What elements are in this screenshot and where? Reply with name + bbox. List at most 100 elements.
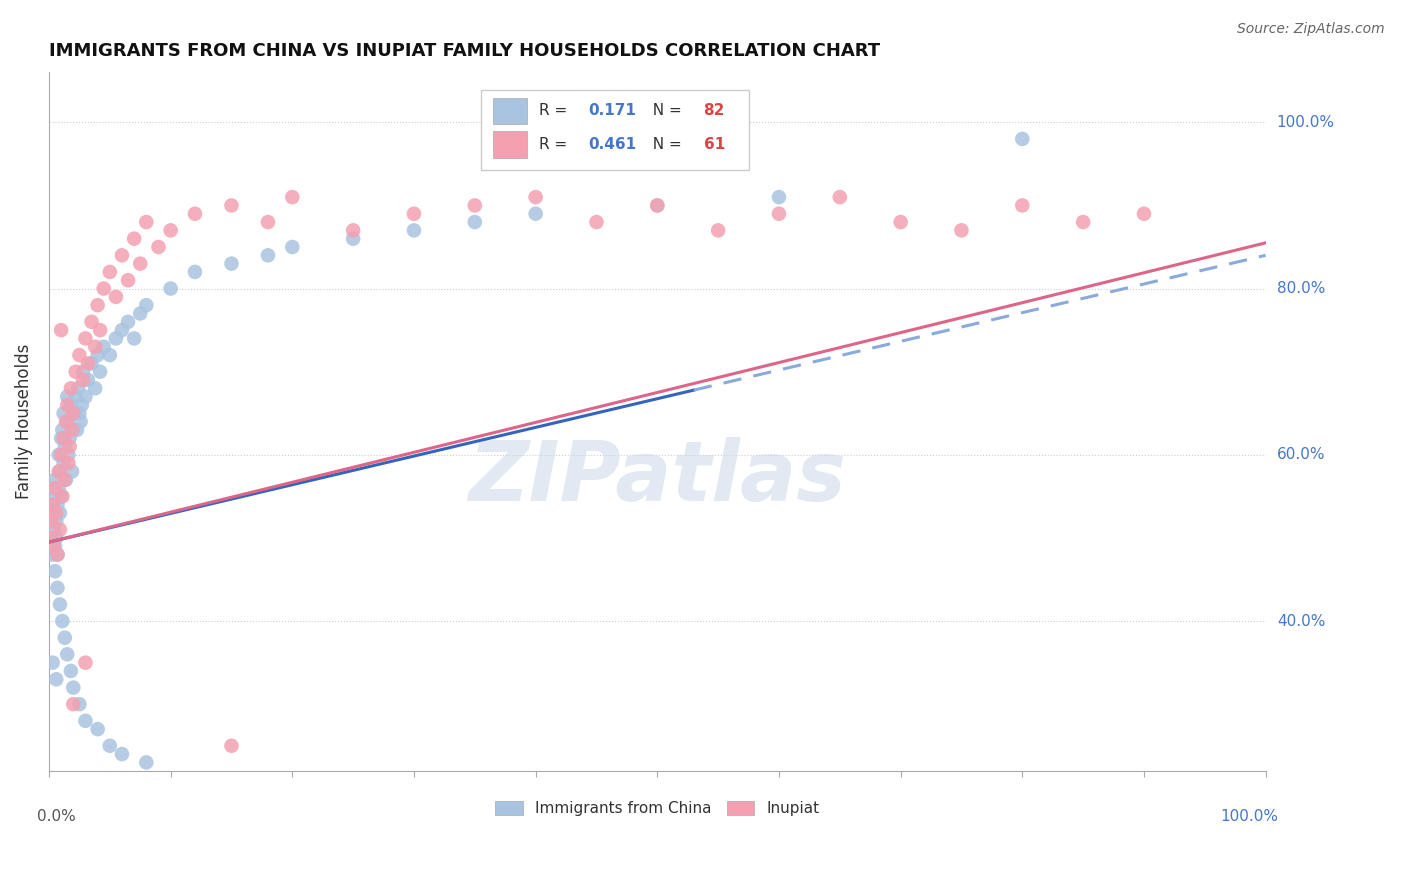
- Point: [707, 223, 730, 237]
- Point: [122, 331, 145, 345]
- Point: [828, 190, 851, 204]
- Point: [42, 523, 65, 537]
- Point: [524, 207, 547, 221]
- Point: [53, 631, 76, 645]
- Point: [768, 207, 790, 221]
- Point: [148, 240, 170, 254]
- Point: [111, 248, 134, 262]
- Point: [42, 506, 65, 520]
- Point: [184, 207, 207, 221]
- Point: [44, 473, 66, 487]
- Text: 0.0%: 0.0%: [37, 809, 76, 824]
- Text: 61: 61: [703, 136, 725, 152]
- Point: [56, 648, 79, 662]
- Point: [46, 548, 69, 562]
- Point: [41, 548, 63, 562]
- Point: [257, 248, 280, 262]
- Point: [52, 456, 75, 470]
- Point: [62, 423, 84, 437]
- Point: [111, 747, 134, 761]
- Point: [135, 298, 157, 312]
- Point: [62, 697, 84, 711]
- Point: [56, 390, 79, 404]
- Point: [221, 257, 243, 271]
- Point: [117, 273, 139, 287]
- Point: [52, 431, 75, 445]
- Text: 100.0%: 100.0%: [1220, 809, 1278, 824]
- Text: 60.0%: 60.0%: [1277, 447, 1326, 462]
- Point: [55, 473, 77, 487]
- Point: [67, 406, 90, 420]
- Point: [75, 714, 97, 728]
- Point: [585, 215, 607, 229]
- Point: [72, 365, 94, 379]
- Text: R =: R =: [540, 136, 572, 152]
- Text: IMMIGRANTS FROM CHINA VS INUPIAT FAMILY HOUSEHOLDS CORRELATION CHART: IMMIGRANTS FROM CHINA VS INUPIAT FAMILY …: [49, 42, 880, 60]
- Point: [80, 315, 103, 329]
- Point: [39, 514, 62, 528]
- Point: [67, 697, 90, 711]
- Point: [1133, 207, 1156, 221]
- Point: [41, 656, 63, 670]
- Point: [42, 539, 65, 553]
- Point: [84, 340, 107, 354]
- Point: [257, 215, 280, 229]
- Text: N =: N =: [643, 136, 686, 152]
- Point: [45, 531, 67, 545]
- Point: [129, 257, 152, 271]
- Text: R =: R =: [540, 103, 572, 119]
- Text: 100.0%: 100.0%: [1277, 115, 1334, 130]
- Point: [49, 431, 72, 445]
- Point: [56, 415, 79, 429]
- Point: [647, 198, 669, 212]
- Point: [93, 281, 115, 295]
- Point: [59, 431, 82, 445]
- Point: [524, 190, 547, 204]
- Point: [89, 323, 111, 337]
- Point: [66, 423, 89, 437]
- Point: [950, 223, 973, 237]
- Point: [49, 465, 72, 479]
- Point: [41, 531, 63, 545]
- Point: [135, 756, 157, 770]
- Text: 40.0%: 40.0%: [1277, 614, 1324, 629]
- Point: [46, 548, 69, 562]
- Point: [44, 539, 66, 553]
- Point: [117, 315, 139, 329]
- Point: [104, 290, 127, 304]
- Point: [98, 739, 121, 753]
- Point: [1071, 215, 1094, 229]
- Point: [46, 498, 69, 512]
- Point: [59, 398, 82, 412]
- Text: 0.171: 0.171: [588, 103, 636, 119]
- Point: [51, 423, 73, 437]
- Point: [1011, 198, 1033, 212]
- Point: [135, 215, 157, 229]
- Point: [464, 198, 486, 212]
- Point: [86, 348, 108, 362]
- Point: [45, 506, 67, 520]
- Point: [86, 298, 108, 312]
- FancyBboxPatch shape: [494, 131, 527, 158]
- Point: [221, 198, 243, 212]
- Point: [60, 423, 83, 437]
- Point: [55, 415, 77, 429]
- Point: [39, 531, 62, 545]
- Point: [51, 614, 73, 628]
- Point: [98, 348, 121, 362]
- Point: [51, 489, 73, 503]
- Text: 82: 82: [703, 103, 725, 119]
- Point: [41, 514, 63, 528]
- Legend: Immigrants from China, Inupiat: Immigrants from China, Inupiat: [489, 795, 825, 822]
- Text: Source: ZipAtlas.com: Source: ZipAtlas.com: [1237, 22, 1385, 37]
- Point: [93, 340, 115, 354]
- Point: [70, 398, 93, 412]
- Point: [159, 223, 181, 237]
- Point: [129, 306, 152, 320]
- Point: [111, 323, 134, 337]
- Point: [768, 190, 790, 204]
- Point: [402, 207, 425, 221]
- Point: [60, 465, 83, 479]
- Point: [77, 356, 100, 370]
- Point: [44, 564, 66, 578]
